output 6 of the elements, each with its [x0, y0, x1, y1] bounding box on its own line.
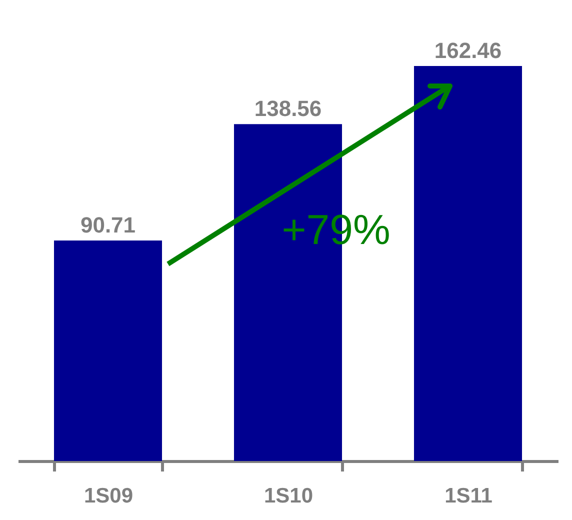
x-tick-label: 1S10	[264, 484, 314, 508]
x-tick-label: 1S11	[444, 484, 493, 508]
x-tick-label: 1S09	[84, 484, 134, 508]
data-label: 90.71	[80, 212, 136, 238]
data-label: 162.46	[434, 38, 502, 63]
data-label: 138.56	[254, 96, 322, 122]
